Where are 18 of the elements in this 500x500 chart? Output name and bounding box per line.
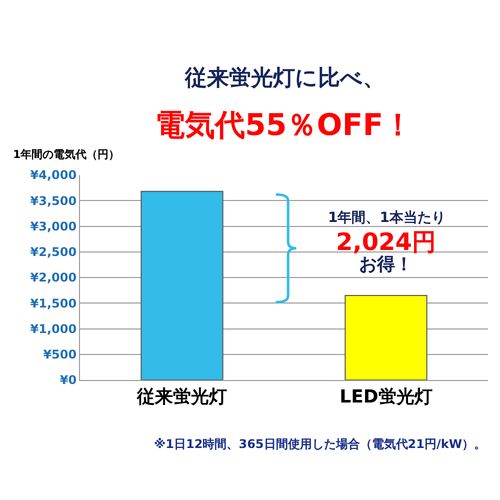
y-tick-label: ¥3,500	[30, 194, 77, 208]
y-tick-label: ¥0	[60, 373, 77, 388]
annotation: 2,024円	[336, 228, 436, 256]
text: ※1日12時間、365日間使用した場合（電気代21円/kW）。	[154, 437, 486, 451]
y-tick-label: ¥500	[43, 348, 77, 362]
chart-title: 従来蛍光灯に比べ、	[184, 66, 385, 91]
annotation: お得！	[359, 254, 413, 275]
y-tick-label: ¥4,000	[30, 168, 77, 182]
y-tick-label: ¥1,500	[30, 296, 77, 310]
annotation: 1年間、1本当たり	[328, 210, 446, 226]
y-tick-label: ¥2,500	[30, 245, 77, 260]
x-tick-label: 従来蛍光灯	[136, 386, 227, 408]
y-axis-title: 1年間の電気代（円）	[13, 148, 120, 161]
y-tick-label: ¥3,000	[30, 219, 77, 234]
y-tick-label: ¥1,000	[30, 322, 77, 336]
chart-subtitle: 電気代55％OFF！	[155, 108, 414, 143]
y-tick-label: ¥2,000	[30, 270, 77, 285]
x-tick-label: LED蛍光灯	[340, 386, 432, 408]
